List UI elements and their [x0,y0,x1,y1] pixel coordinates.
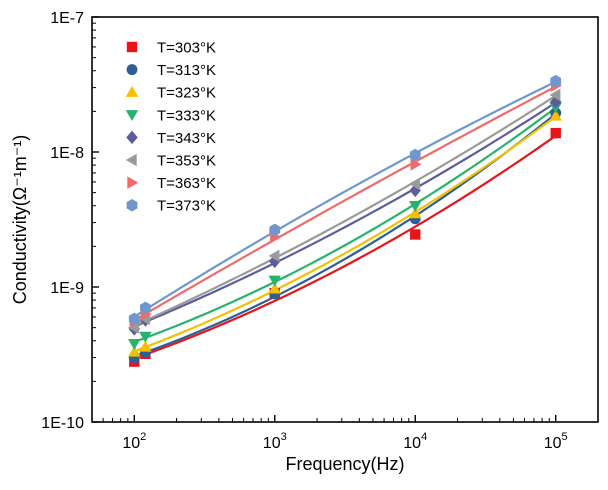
legend-marker [125,110,139,122]
fit-line-t-313-k [133,112,557,358]
legend-label: T=303°K [157,40,216,57]
x-tick-label: 102 [122,431,146,452]
legend-marker [126,198,138,212]
plot-frame [91,16,599,423]
data-point [408,201,422,212]
data-markers [128,74,562,367]
legend-item: T=333°K [125,107,216,124]
x-tick-label: 104 [403,431,427,452]
data-point [550,74,562,88]
y-tick-label: 1E-10 [41,415,84,432]
data-point [139,331,152,343]
legend-marker [126,130,138,145]
data-point [408,207,422,219]
fit-lines [133,80,557,360]
y-tick-label: 1E-8 [50,145,84,162]
legend-label: T=323°K [157,85,216,102]
legend-item: T=313°K [126,62,216,79]
series-t-323-k [128,109,562,357]
fit-line-t-363-k [133,85,557,322]
data-point [409,148,421,162]
legend-label: T=373°K [157,198,216,215]
series-t-353-k [128,88,561,334]
legend-item: T=343°K [126,130,216,147]
legend: T=303°K T=313°K T=323°K T=333°K T=343°K T=353… [125,40,216,215]
fit-line-t-373-k [133,80,557,318]
legend-item: T=353°K [125,153,216,170]
fit-line-t-353-k [133,94,557,327]
y-axis-ticks: 1E-10 1E-9 1E-8 1E-7 [41,10,99,432]
data-point [269,223,281,237]
legend-item: T=363°K [127,175,216,192]
data-point [549,95,562,109]
fit-line-t-323-k [133,115,557,353]
data-point [128,321,139,334]
fit-line-t-303-k [133,134,557,360]
legend-item: T=303°K [126,40,216,57]
legend-label: T=353°K [157,153,216,170]
x-axis-title: Frequency(Hz) [285,454,404,474]
y-tick-label: 1E-9 [50,280,84,297]
legend-item: T=323°K [125,85,216,102]
data-point [269,254,281,269]
legend-item: T=373°K [126,198,216,215]
fit-line-t-343-k [133,101,557,328]
y-axis-title: Conductivity(Ω⁻¹m⁻¹) [10,135,30,304]
legend-marker [125,85,139,97]
legend-marker [125,153,137,167]
legend-label: T=333°K [157,107,216,124]
y-tick-label: 1E-7 [50,10,84,27]
fit-line-t-333-k [133,106,557,343]
data-point [549,109,562,121]
data-point [128,312,140,326]
x-tick-label: 105 [544,431,568,452]
data-point [549,88,561,102]
data-point [128,339,141,350]
data-point [550,127,561,139]
data-point [268,282,282,294]
data-point [408,177,420,191]
data-point [268,275,282,287]
legend-marker [126,41,138,53]
data-point [268,249,280,263]
legend-marker [126,64,138,76]
data-point [410,158,422,171]
legend-label: T=343°K [157,130,216,147]
data-point [139,340,152,352]
series-t-373-k [128,74,562,326]
data-point [140,301,151,315]
x-axis-ticks: 102 103 104 105 [91,415,599,452]
data-point [409,183,421,198]
legend-marker [127,176,139,189]
data-point [410,229,421,240]
legend-label: T=363°K [157,175,216,192]
legend-label: T=313°K [157,62,216,79]
x-tick-label: 103 [263,431,287,452]
data-point [128,345,141,357]
